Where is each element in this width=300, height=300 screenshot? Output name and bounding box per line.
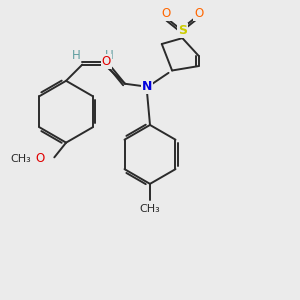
Text: O: O	[194, 7, 203, 20]
Text: O: O	[102, 55, 111, 68]
Text: CH₃: CH₃	[140, 204, 160, 214]
Text: O: O	[36, 152, 45, 165]
Text: H: H	[105, 49, 114, 62]
Text: N: N	[142, 80, 152, 93]
Text: O: O	[162, 7, 171, 20]
Text: S: S	[178, 24, 187, 37]
Text: H: H	[71, 49, 80, 62]
Text: CH₃: CH₃	[10, 154, 31, 164]
